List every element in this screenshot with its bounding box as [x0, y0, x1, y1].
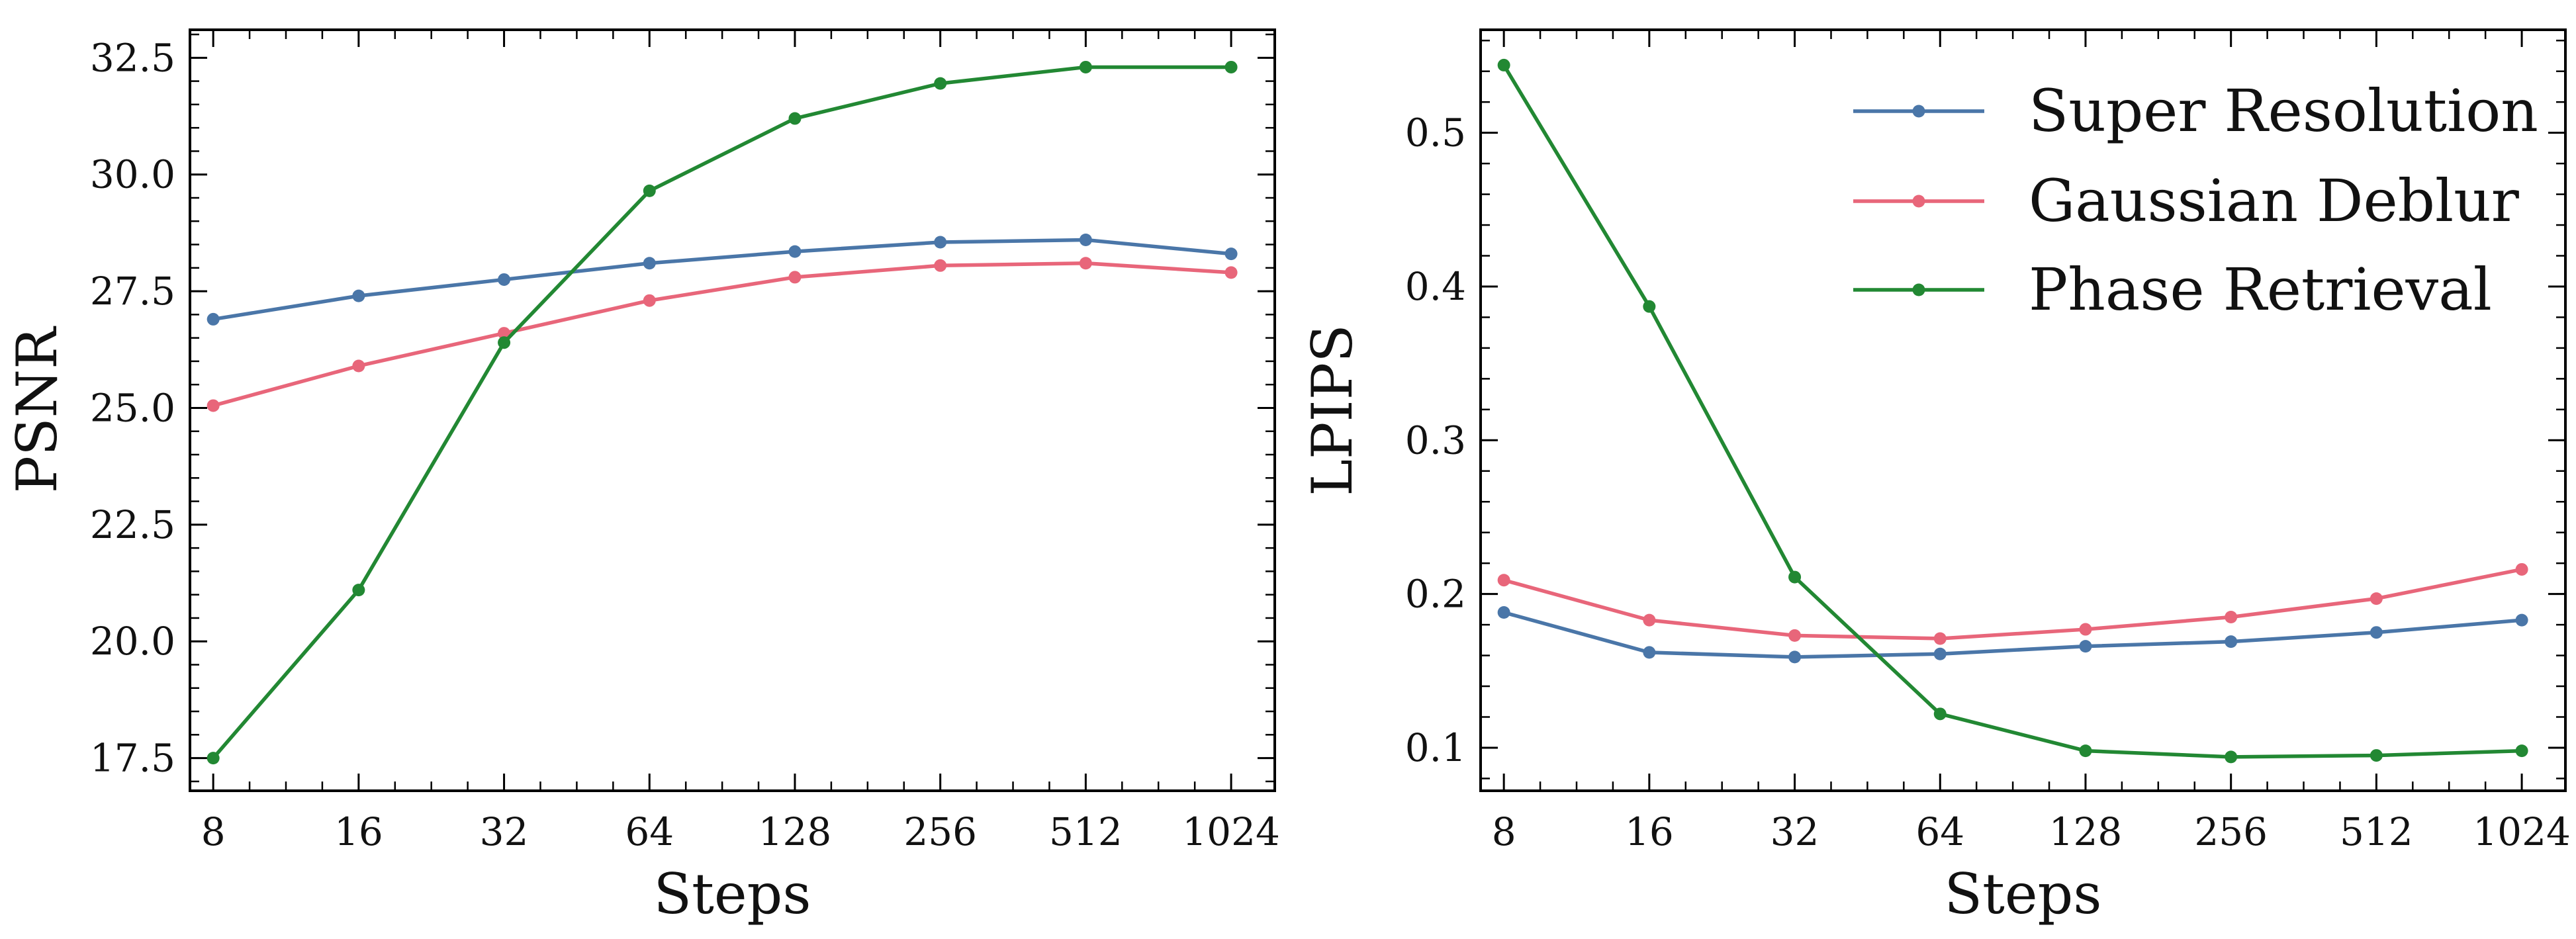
legend-label: Gaussian Deblur [2029, 167, 2520, 235]
x-tick-label: 256 [2194, 809, 2268, 854]
psnr-chart: 8 16 32 64 128 256 512 1024 17.5 20.0 22.5 25.0 27.5… [5, 28, 1280, 926]
legend-marker [1912, 105, 1925, 118]
legend-marker [1912, 195, 1925, 208]
x-tick-label: 8 [1492, 809, 1516, 854]
y-tick-label: 30.0 [90, 152, 175, 197]
legend-marker [1912, 283, 1925, 296]
x-tick-label: 1024 [1182, 809, 1280, 854]
data-point [207, 312, 220, 326]
data-point [934, 259, 947, 272]
data-point [2515, 744, 2528, 758]
data-point [1643, 613, 1656, 627]
data-point [498, 327, 511, 340]
data-point [2369, 626, 2383, 639]
data-point [2225, 635, 2238, 648]
data-point [1079, 233, 1092, 246]
lpips-chart: 8 16 32 64 128 256 512 1024 0.1 0.2 0.3 0.4 0.5 Steps… [1300, 28, 2571, 926]
data-point [498, 273, 511, 286]
data-point [2369, 749, 2383, 762]
data-point [1497, 58, 1510, 71]
data-point [934, 236, 947, 249]
data-point [1933, 632, 1947, 645]
x-tick-label: 128 [2049, 809, 2123, 854]
data-point [1933, 647, 1947, 660]
series-line-super-resolution [1503, 610, 2522, 659]
data-point [1224, 266, 1238, 279]
data-point [2079, 640, 2092, 653]
data-point [1079, 60, 1092, 73]
data-point [2369, 592, 2383, 605]
x-tick-label: 512 [2340, 809, 2413, 854]
y-axis-title: PSNR [5, 326, 69, 494]
y-tick-label: 0.2 [1405, 572, 1466, 617]
data-point [1497, 574, 1510, 587]
series-line-gaussian-deblur [212, 261, 1232, 408]
plot-frame [189, 28, 1276, 792]
data-point [2515, 562, 2528, 576]
x-tick-label: 32 [480, 809, 529, 854]
data-point [2225, 610, 2238, 623]
y-tick-label: 0.1 [1405, 725, 1466, 770]
y-tick-label: 0.3 [1405, 418, 1466, 463]
x-axis-title: Steps [1945, 862, 2102, 926]
y-tick-label: 22.5 [90, 502, 175, 547]
legend-label: Phase Retrieval [2029, 255, 2492, 324]
data-point [2079, 623, 2092, 636]
data-point [788, 112, 802, 125]
y-axis-title: LPIPS [1300, 324, 1365, 496]
data-point [207, 399, 220, 412]
y-tick-label: 17.5 [90, 736, 175, 781]
data-point [1643, 300, 1656, 313]
data-point [1788, 629, 1802, 642]
x-axis-title: Steps [654, 862, 811, 926]
data-point [1224, 247, 1238, 261]
x-tick-label: 64 [1915, 809, 1964, 854]
x-tick-label: 256 [903, 809, 977, 854]
x-tick-label: 512 [1049, 809, 1123, 854]
data-point [788, 271, 802, 284]
data-point [2079, 744, 2092, 758]
x-tick-label: 128 [759, 809, 832, 854]
y-tick-label: 27.5 [90, 269, 175, 314]
data-point [788, 245, 802, 258]
data-point [1933, 707, 1947, 721]
legend-label: Super Resolution [2029, 77, 2538, 145]
series-line-gaussian-deblur [1503, 567, 2522, 641]
x-tick-label: 64 [625, 809, 674, 854]
y-tick-label: 32.5 [90, 35, 175, 80]
data-point [1079, 257, 1092, 270]
data-point [1788, 650, 1802, 664]
data-point [498, 336, 511, 349]
data-point [352, 584, 365, 597]
series-line-super-resolution [212, 238, 1232, 322]
data-point [207, 752, 220, 765]
x-tick-label: 16 [1625, 809, 1674, 854]
data-point [1224, 60, 1238, 73]
series-line-phase-retrieval [212, 65, 1232, 760]
data-point [643, 257, 656, 270]
y-tick-label: 25.0 [90, 385, 175, 430]
series-line-phase-retrieval [1502, 64, 2522, 759]
x-tick-label: 8 [201, 809, 226, 854]
y-tick-label: 0.5 [1405, 111, 1466, 156]
data-point [934, 77, 947, 90]
data-point [1497, 606, 1510, 619]
data-point [2225, 750, 2238, 764]
x-tick-label: 32 [1771, 809, 1819, 854]
data-point [352, 359, 365, 373]
data-point [352, 289, 365, 302]
data-point [643, 184, 656, 197]
x-tick-label: 16 [334, 809, 383, 854]
data-point [2515, 613, 2528, 627]
data-point [643, 294, 656, 307]
y-tick-label: 0.4 [1405, 264, 1466, 309]
data-point [1643, 646, 1656, 659]
data-point [1788, 570, 1802, 584]
y-tick-label: 20.0 [90, 619, 175, 664]
x-tick-label: 1024 [2473, 809, 2571, 854]
